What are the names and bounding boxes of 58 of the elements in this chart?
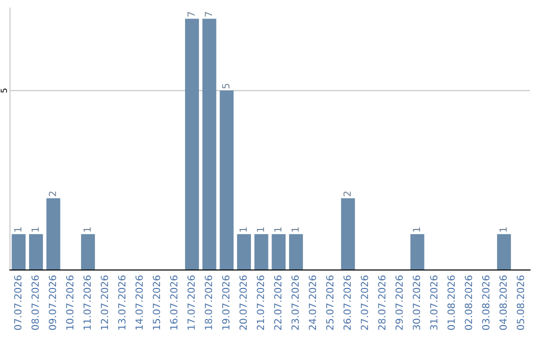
- x-tick-label: 04.08.2026: [499, 275, 507, 330]
- bar: [237, 234, 251, 270]
- bar: [497, 234, 511, 270]
- data-label: 1: [292, 227, 299, 232]
- data-label: 1: [274, 227, 282, 232]
- data-label: 1: [256, 227, 264, 232]
- x-tick-label: 05.08.2026: [516, 275, 524, 330]
- bar: [341, 198, 355, 270]
- x-tick-label: 11.07.2026: [83, 275, 91, 330]
- data-label: 1: [14, 227, 22, 232]
- x-tick-label: 15.07.2026: [152, 275, 160, 330]
- x-tick-label: 29.07.2026: [395, 275, 403, 330]
- data-label: 7: [188, 12, 195, 17]
- x-tick-label: 09.07.2026: [48, 275, 56, 330]
- x-tick-label: 12.07.2026: [100, 275, 108, 330]
- x-tick-label: 23.07.2026: [291, 275, 299, 330]
- x-tick-label: 10.07.2026: [66, 275, 74, 330]
- bar: [29, 234, 43, 270]
- x-tick-label: 16.07.2026: [170, 275, 178, 330]
- data-label: 5: [222, 84, 230, 88]
- x-tick-label: 31.07.2026: [430, 275, 438, 330]
- x-tick-label: 01.08.2026: [447, 275, 455, 330]
- x-tick-label: 17.07.2026: [187, 275, 195, 330]
- data-label: 2: [343, 192, 351, 196]
- data-label: 1: [240, 227, 247, 232]
- x-tick-label: 18.07.2026: [204, 275, 212, 330]
- bar: [272, 234, 286, 270]
- x-tick-label: 27.07.2026: [360, 275, 368, 330]
- x-tick-label: 24.07.2026: [308, 275, 316, 330]
- data-label: 1: [412, 227, 420, 232]
- x-tick-label: 14.07.2026: [135, 275, 143, 330]
- data-label: 1: [32, 227, 39, 232]
- bar: [254, 234, 268, 270]
- x-tick-label: 28.07.2026: [378, 275, 386, 330]
- x-tick-label: 13.07.2026: [118, 275, 126, 330]
- x-tick-label: 25.07.2026: [326, 275, 334, 330]
- x-tick-label: 02.08.2026: [464, 275, 472, 330]
- data-label: 7: [204, 12, 212, 17]
- x-tick-label: 07.07.2026: [14, 275, 22, 330]
- bar: [410, 234, 424, 270]
- bar: [220, 90, 234, 270]
- bar: [185, 18, 199, 270]
- data-label: 1: [84, 227, 91, 232]
- bar: [81, 234, 95, 270]
- bar: [202, 18, 216, 270]
- x-tick-label: 21.07.2026: [256, 275, 264, 330]
- bar: [46, 198, 60, 270]
- bar: [289, 234, 303, 270]
- x-tick-label: 08.07.2026: [31, 275, 39, 330]
- data-label: 1: [500, 227, 507, 232]
- x-tick-label: 19.07.2026: [222, 275, 230, 330]
- x-tick-label: 22.07.2026: [274, 275, 282, 330]
- x-tick-label: 20.07.2026: [239, 275, 247, 330]
- x-tick-label: 30.07.2026: [412, 275, 420, 330]
- data-label: 2: [48, 192, 56, 196]
- bar: [12, 234, 26, 270]
- x-tick-label: 26.07.2026: [343, 275, 351, 330]
- x-tick-label: 03.08.2026: [482, 275, 490, 330]
